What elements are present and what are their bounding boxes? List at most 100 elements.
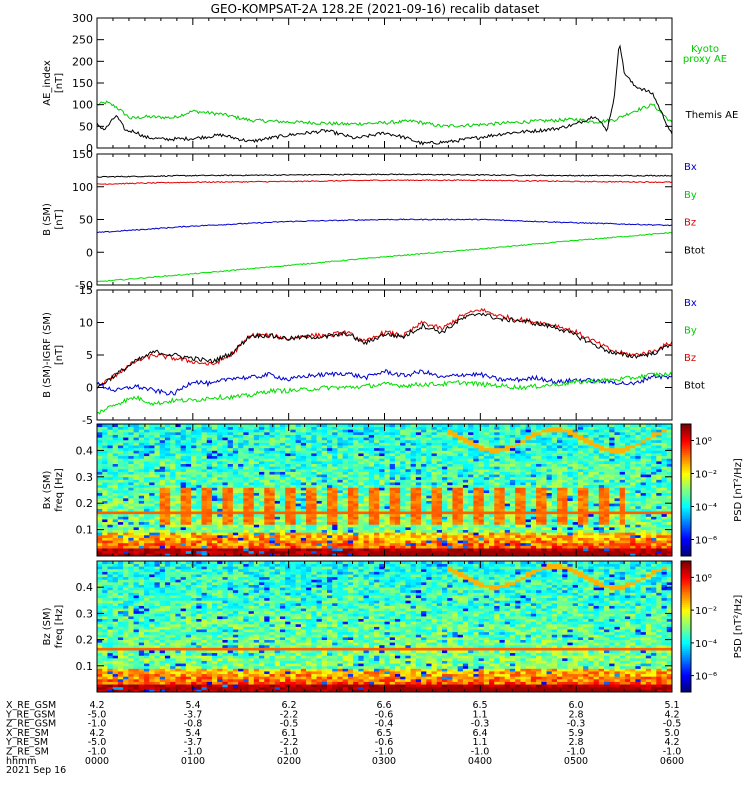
heatmap-cell — [123, 429, 129, 433]
heatmap-cell — [530, 445, 537, 449]
heatmap-cell — [499, 519, 506, 523]
heatmap-cell — [332, 500, 338, 504]
heatmap-cell — [274, 524, 281, 528]
heatmap-cell — [332, 460, 338, 464]
heatmap-cell — [462, 466, 469, 470]
heatmap-cell — [238, 431, 244, 435]
heatmap-cell — [536, 471, 542, 475]
heatmap-cell — [107, 490, 114, 494]
heatmap-cell — [384, 526, 391, 530]
heatmap-cell — [264, 545, 270, 549]
heatmap-cell — [342, 463, 349, 467]
heatmap-cell — [583, 455, 589, 459]
heatmap-cell — [269, 497, 276, 501]
heatmap-cell — [525, 540, 532, 544]
heatmap-cell — [232, 458, 239, 462]
heatmap-cell — [337, 455, 344, 459]
legend-entry: Bz — [684, 353, 696, 364]
heatmap-cell — [128, 424, 134, 428]
heatmap-cell — [400, 495, 406, 499]
heatmap-cell — [572, 490, 579, 494]
heatmap-cell — [159, 500, 166, 504]
heatmap-cell — [112, 492, 119, 496]
heatmap-cell — [374, 492, 380, 496]
heatmap-cell — [567, 453, 574, 457]
heatmap-cell — [248, 442, 255, 446]
heatmap-cell — [327, 445, 333, 449]
heatmap-cell — [217, 548, 223, 552]
heatmap-cell — [337, 490, 344, 494]
heatmap-cell — [253, 442, 260, 446]
heatmap-cell — [164, 519, 171, 523]
heatmap-cell — [337, 550, 344, 554]
heatmap-cell — [112, 445, 119, 449]
heatmap-cell — [232, 532, 239, 536]
heatmap-cell — [290, 474, 297, 478]
heatmap-cell — [530, 553, 537, 557]
heatmap-cell — [201, 500, 208, 504]
heatmap-cell — [473, 534, 479, 538]
heatmap-cell — [483, 450, 490, 454]
heatmap-cell — [185, 516, 192, 520]
heatmap-cell — [285, 540, 291, 544]
heatmap-cell — [196, 513, 202, 517]
heatmap-cell — [144, 553, 150, 557]
heatmap-cell — [112, 508, 119, 512]
heatmap-cell — [232, 482, 239, 486]
heatmap-cell — [107, 437, 114, 441]
heatmap-cell — [327, 492, 333, 496]
heatmap-cell — [138, 439, 145, 443]
heatmap-cell — [478, 471, 485, 475]
heatmap-cell — [494, 437, 500, 441]
heatmap-cell — [525, 439, 532, 443]
heatmap-cell — [327, 458, 333, 462]
heatmap-cell — [504, 437, 511, 441]
heatmap-cell — [394, 434, 401, 438]
heatmap-cell — [332, 532, 338, 536]
heatmap-cell — [332, 537, 338, 541]
heatmap-cell — [164, 529, 171, 533]
heatmap-cell — [253, 511, 260, 515]
heatmap-cell — [232, 534, 239, 538]
heatmap-cell — [264, 484, 270, 488]
heatmap-cell — [489, 495, 495, 499]
heatmap-cell — [285, 453, 291, 457]
heatmap-cell — [170, 529, 176, 533]
heatmap-cell — [321, 479, 328, 483]
heatmap-cell — [489, 447, 495, 451]
heatmap-cell — [316, 519, 323, 523]
heatmap-cell — [212, 537, 218, 541]
heatmap-cell — [567, 534, 574, 538]
heatmap-cell — [300, 503, 307, 507]
heatmap-cell — [384, 482, 391, 486]
heatmap-cell — [400, 434, 406, 438]
heatmap-cell — [259, 516, 265, 520]
heatmap-cell — [232, 542, 239, 546]
heatmap-cell — [107, 524, 114, 528]
heatmap-cell — [536, 521, 542, 525]
heatmap-cell — [426, 497, 432, 501]
heatmap-cell — [123, 534, 129, 538]
heatmap-cell — [442, 460, 448, 464]
heatmap-cell — [227, 545, 234, 549]
heatmap-cell — [123, 455, 129, 459]
heatmap-cell — [368, 532, 375, 536]
y-tick-label: 0 — [86, 246, 93, 259]
heatmap-cell — [557, 482, 563, 486]
heatmap-cell — [238, 513, 244, 517]
heatmap-cell — [394, 521, 401, 525]
heatmap-cell — [102, 450, 108, 454]
heatmap-cell — [191, 476, 197, 480]
heatmap-cell — [180, 468, 187, 472]
heatmap-cell — [452, 490, 459, 494]
heatmap-cell — [337, 434, 344, 438]
heatmap-cell — [483, 439, 490, 443]
heatmap-cell — [457, 500, 464, 504]
heatmap-cell — [222, 492, 229, 496]
heatmap-cell — [144, 450, 150, 454]
heatmap-cell — [227, 463, 234, 467]
heatmap-cell — [285, 513, 291, 517]
heatmap-cell — [217, 542, 223, 546]
heatmap-cell — [473, 532, 479, 536]
heatmap-cell — [489, 550, 495, 554]
